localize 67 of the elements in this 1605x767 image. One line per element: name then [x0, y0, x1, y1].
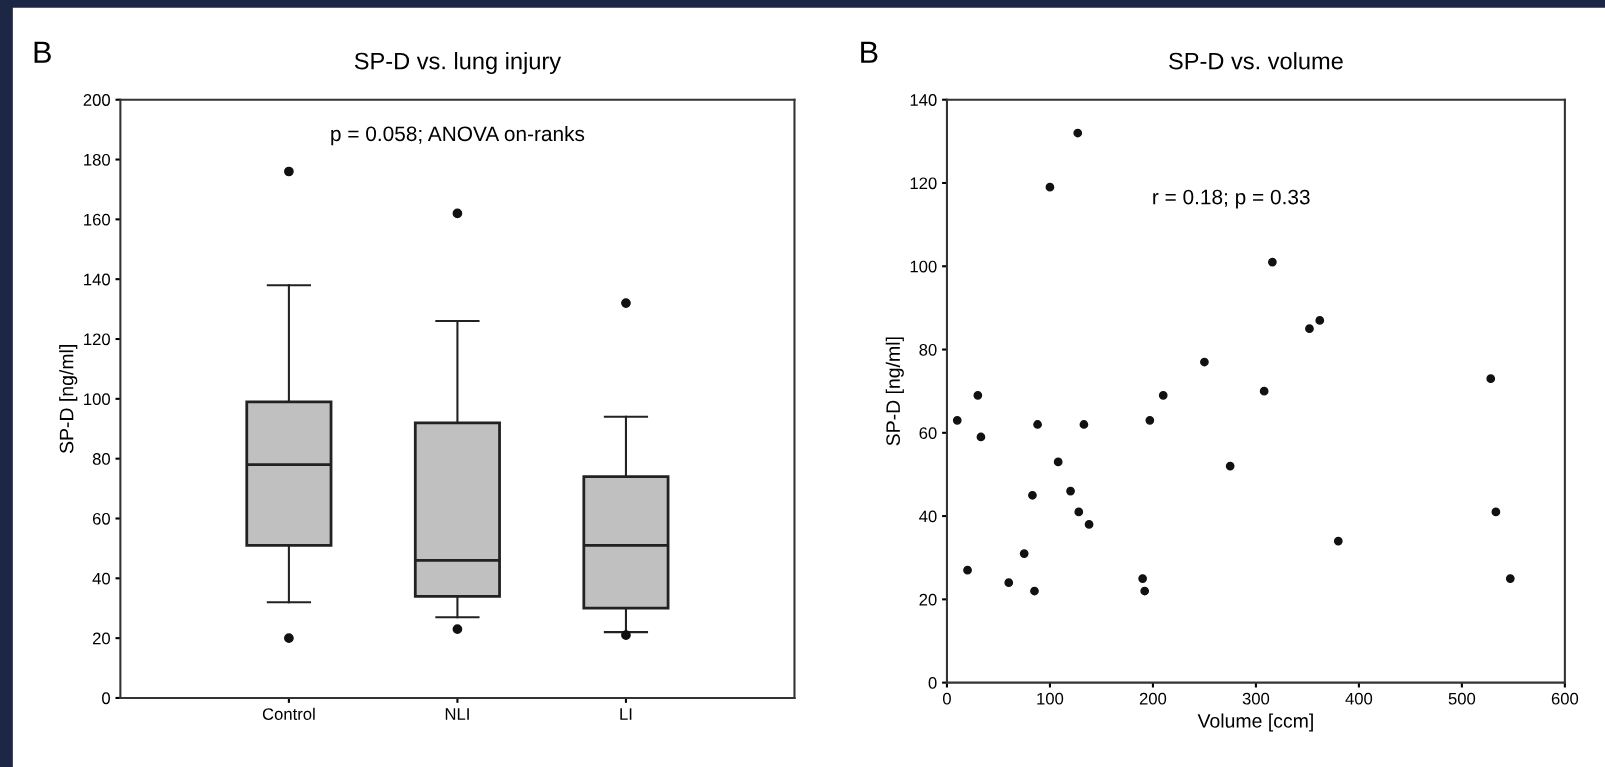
point	[1268, 257, 1277, 267]
y-tick-label: 120	[910, 177, 937, 190]
y-axis-title: SP-D [ng/ml]	[885, 337, 904, 446]
point	[1158, 390, 1168, 400]
point	[1486, 374, 1496, 384]
point	[1045, 182, 1055, 192]
y-tick-label: 200	[83, 94, 110, 106]
point	[1030, 586, 1039, 596]
point	[1019, 549, 1029, 558]
y-tick-label: 120	[84, 333, 110, 346]
point	[1200, 357, 1209, 367]
point	[1140, 586, 1150, 596]
y-tick-label: 40	[92, 572, 110, 585]
x-tick-label: Control	[262, 707, 315, 720]
y-tick-label: 140	[910, 94, 937, 106]
y-tick-label: 100	[84, 393, 110, 406]
point	[976, 432, 986, 442]
point	[963, 565, 972, 575]
x-tick-label: 500	[1448, 692, 1476, 705]
point	[1028, 490, 1037, 500]
point	[1138, 574, 1147, 583]
point	[1333, 536, 1343, 546]
x-tick-label: 100	[1037, 692, 1064, 705]
point	[1079, 420, 1089, 429]
text: B	[34, 41, 51, 63]
y-tick-label: 0	[928, 677, 937, 689]
y-tick-label: 180	[84, 153, 110, 166]
point	[1053, 457, 1063, 467]
point	[973, 390, 983, 400]
x-axis-title: Volume [ccm]	[1197, 713, 1313, 732]
point	[1033, 420, 1042, 429]
y-tick-label: 40	[919, 510, 937, 523]
chart-title: SP-D vs. lung injury	[354, 52, 562, 75]
point	[1145, 415, 1155, 425]
point	[1074, 507, 1084, 517]
point	[1315, 316, 1325, 325]
x-tick-label: 0	[942, 692, 951, 705]
point	[1073, 128, 1083, 138]
point	[1004, 578, 1014, 588]
annotation: r = 0.18; p = 0.33	[1153, 189, 1310, 209]
point	[1084, 520, 1094, 529]
x-tick-label: NLI	[445, 708, 469, 720]
x-tick-label: 200	[1139, 692, 1167, 705]
y-axis-title: SP-D [ng/ml]	[59, 345, 78, 454]
y-tick-label: 20	[919, 593, 937, 606]
point	[1491, 507, 1501, 517]
y-tick-label: 60	[919, 427, 937, 440]
point	[1305, 324, 1314, 334]
point	[1225, 461, 1235, 471]
point	[952, 415, 962, 425]
y-tick-label: 140	[84, 273, 110, 286]
x-tick-label: 600	[1551, 692, 1579, 705]
x-tick-label: 300	[1242, 692, 1270, 705]
text: B	[861, 41, 878, 63]
y-tick-label: 60	[92, 512, 110, 525]
y-tick-label: 160	[84, 213, 110, 226]
point	[1259, 386, 1269, 396]
y-tick-label: 100	[910, 260, 937, 273]
x-tick-label: 400	[1345, 692, 1373, 705]
chart-title: SP-D vs. volume	[1169, 52, 1343, 70]
y-tick-label: 80	[919, 343, 937, 356]
y-tick-label: 20	[92, 632, 110, 645]
point	[1066, 486, 1075, 496]
x-tick-label: LI	[620, 708, 632, 720]
annotation: p = 0.058; ANOVA on-ranks	[331, 125, 585, 146]
y-tick-label: 80	[92, 453, 110, 465]
point	[1505, 574, 1515, 583]
